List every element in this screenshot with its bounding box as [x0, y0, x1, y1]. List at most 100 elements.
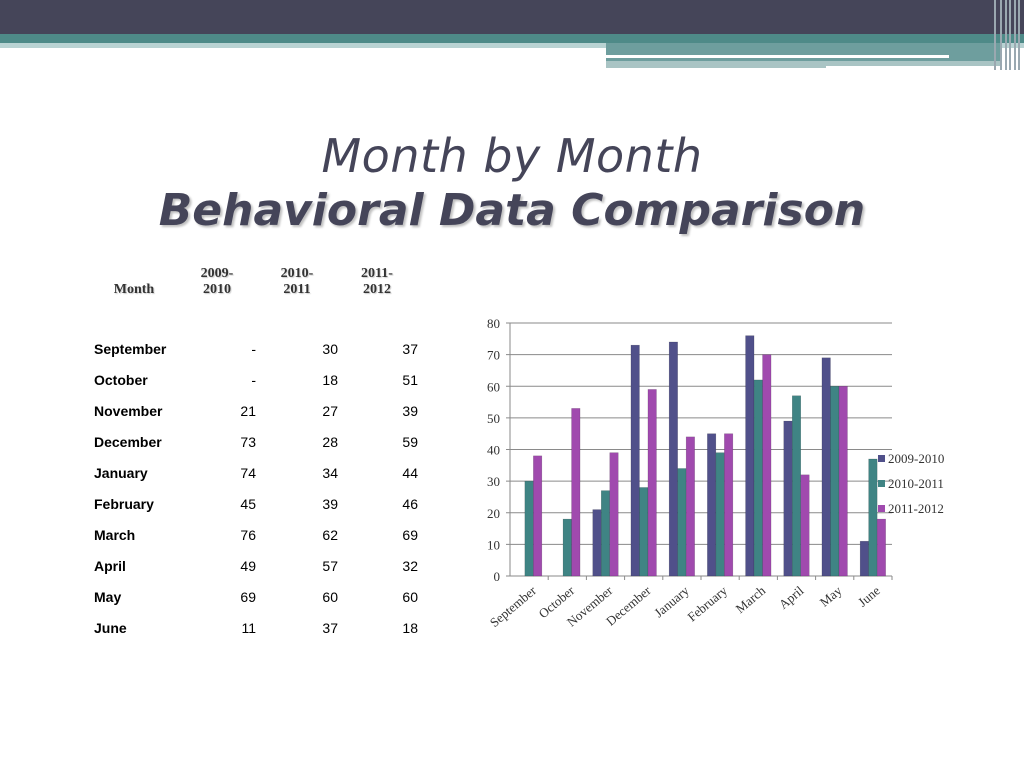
cell-2009-2010: -: [251, 341, 256, 357]
legend-swatch: [878, 455, 885, 462]
cell-2009-2010: -: [251, 372, 256, 388]
bar-2011-2012-april: [800, 474, 810, 577]
legend-swatch: [878, 480, 885, 487]
bar-2011-2012-november: [609, 452, 619, 577]
cell-month: September: [94, 341, 167, 357]
cell-2010-2011: 60: [322, 589, 338, 605]
cell-2010-2011: 39: [322, 496, 338, 512]
cell-2011-2012: 46: [402, 496, 418, 512]
y-tick-label: 10: [487, 537, 500, 552]
bar-2009-2010-april: [783, 420, 793, 577]
cell-2010-2011: 18: [322, 372, 338, 388]
legend-label: 2010-2011: [888, 476, 944, 491]
bar-2010-2011-october: [562, 518, 572, 577]
cell-month: June: [94, 620, 127, 636]
table-header-month: Month: [113, 282, 155, 297]
cell-month: April: [94, 558, 126, 574]
bar-2009-2010-june: [859, 540, 869, 577]
cell-2011-2012: 37: [402, 341, 418, 357]
header-band-dark: [0, 0, 1024, 34]
bar-2011-2012-september: [533, 455, 543, 577]
bar-2011-2012-january: [685, 436, 695, 577]
y-tick-label: 0: [494, 569, 501, 584]
header-part: 2010: [203, 282, 231, 297]
table-row: March 76 62 69: [88, 527, 428, 558]
cell-month: October: [94, 372, 148, 388]
cell-2010-2011: 62: [322, 527, 338, 543]
cell-2009-2010: 49: [240, 558, 256, 574]
y-tick-label: 60: [487, 379, 500, 394]
bar-2010-2011-may: [830, 386, 840, 577]
table-row: June 11 37 18: [88, 620, 428, 651]
cell-2009-2010: 74: [240, 465, 256, 481]
bar-2010-2011-february: [715, 452, 725, 577]
bar-2010-2011-september: [524, 480, 534, 577]
cell-2009-2010: 21: [240, 403, 256, 419]
cell-month: December: [94, 434, 162, 450]
legend-label: 2009-2010: [888, 451, 944, 466]
x-tick-label: February: [684, 582, 730, 624]
title-line-1: Month by Month: [321, 129, 703, 183]
cell-2011-2012: 18: [402, 620, 418, 636]
table-row: September - 30 37: [88, 341, 428, 372]
cell-2010-2011: 37: [322, 620, 338, 636]
table-row: February 45 39 46: [88, 496, 428, 527]
legend-swatch: [878, 505, 885, 512]
y-tick-label: 50: [487, 411, 500, 426]
bar-2010-2011-june: [868, 458, 878, 577]
bar-2009-2010-november: [592, 509, 602, 577]
cell-2010-2011: 57: [322, 558, 338, 574]
header-stripes: [992, 0, 1024, 70]
cell-month: March: [94, 527, 136, 543]
bar-2011-2012-december: [647, 389, 657, 577]
bar-2011-2012-october: [571, 408, 581, 577]
cell-2011-2012: 60: [402, 589, 418, 605]
cell-2009-2010: 11: [241, 620, 256, 636]
header-part: 2009-: [200, 266, 234, 281]
cell-2010-2011: 34: [322, 465, 338, 481]
cell-2011-2012: 51: [402, 372, 418, 388]
table-row: October - 18 51: [88, 372, 428, 403]
table-header-2011-2012: 2011- 2012: [342, 266, 412, 298]
x-tick-label: September: [487, 582, 540, 630]
bar-chart: 01020304050607080SeptemberOctoberNovembe…: [487, 316, 945, 630]
table-header-2009-2010: 2009- 2010: [182, 266, 252, 298]
x-tick-label: April: [776, 583, 807, 612]
cell-month: November: [94, 403, 163, 419]
header-part: 2010-: [280, 266, 314, 281]
cell-2011-2012: 39: [402, 403, 418, 419]
data-table: Month 2009- 2010 2010- 2011 2011- 2012 S…: [88, 266, 428, 646]
table-row: November 21 27 39: [88, 403, 428, 434]
cell-2011-2012: 69: [402, 527, 418, 543]
cell-2010-2011: 28: [322, 434, 338, 450]
cell-2011-2012: 59: [402, 434, 418, 450]
bar-2009-2010-may: [821, 357, 831, 577]
table-row: December 73 28 59: [88, 434, 428, 465]
bar-2009-2010-march: [745, 335, 755, 577]
header-accent-bar: [606, 61, 1002, 68]
header-band-light: [0, 43, 1024, 48]
table-row: May 69 60 60: [88, 589, 428, 620]
bar-2010-2011-april: [792, 395, 801, 577]
cell-month: February: [94, 496, 154, 512]
cell-2011-2012: 44: [402, 465, 418, 481]
bar-2010-2011-january: [677, 468, 687, 577]
header-part: 2011-: [361, 266, 393, 281]
bar-2010-2011-december: [639, 487, 649, 577]
cell-2009-2010: 69: [240, 589, 256, 605]
cell-2009-2010: 76: [240, 527, 256, 543]
table-row: January 74 34 44: [88, 465, 428, 496]
x-tick-label: May: [817, 582, 845, 609]
header-accent-gap: [826, 66, 1002, 69]
bar-2011-2012-may: [838, 386, 848, 577]
y-tick-label: 20: [487, 506, 500, 521]
table-header-2010-2011: 2010- 2011: [262, 266, 332, 298]
legend-label: 2011-2012: [888, 501, 944, 516]
y-tick-label: 80: [487, 316, 500, 331]
header-accent-line: [606, 55, 949, 58]
title-line-2: Behavioral Data Comparison: [158, 185, 866, 236]
y-tick-label: 40: [487, 443, 500, 458]
cell-month: January: [94, 465, 148, 481]
bar-2009-2010-december: [630, 344, 640, 577]
header-band-teal: [0, 34, 1024, 43]
